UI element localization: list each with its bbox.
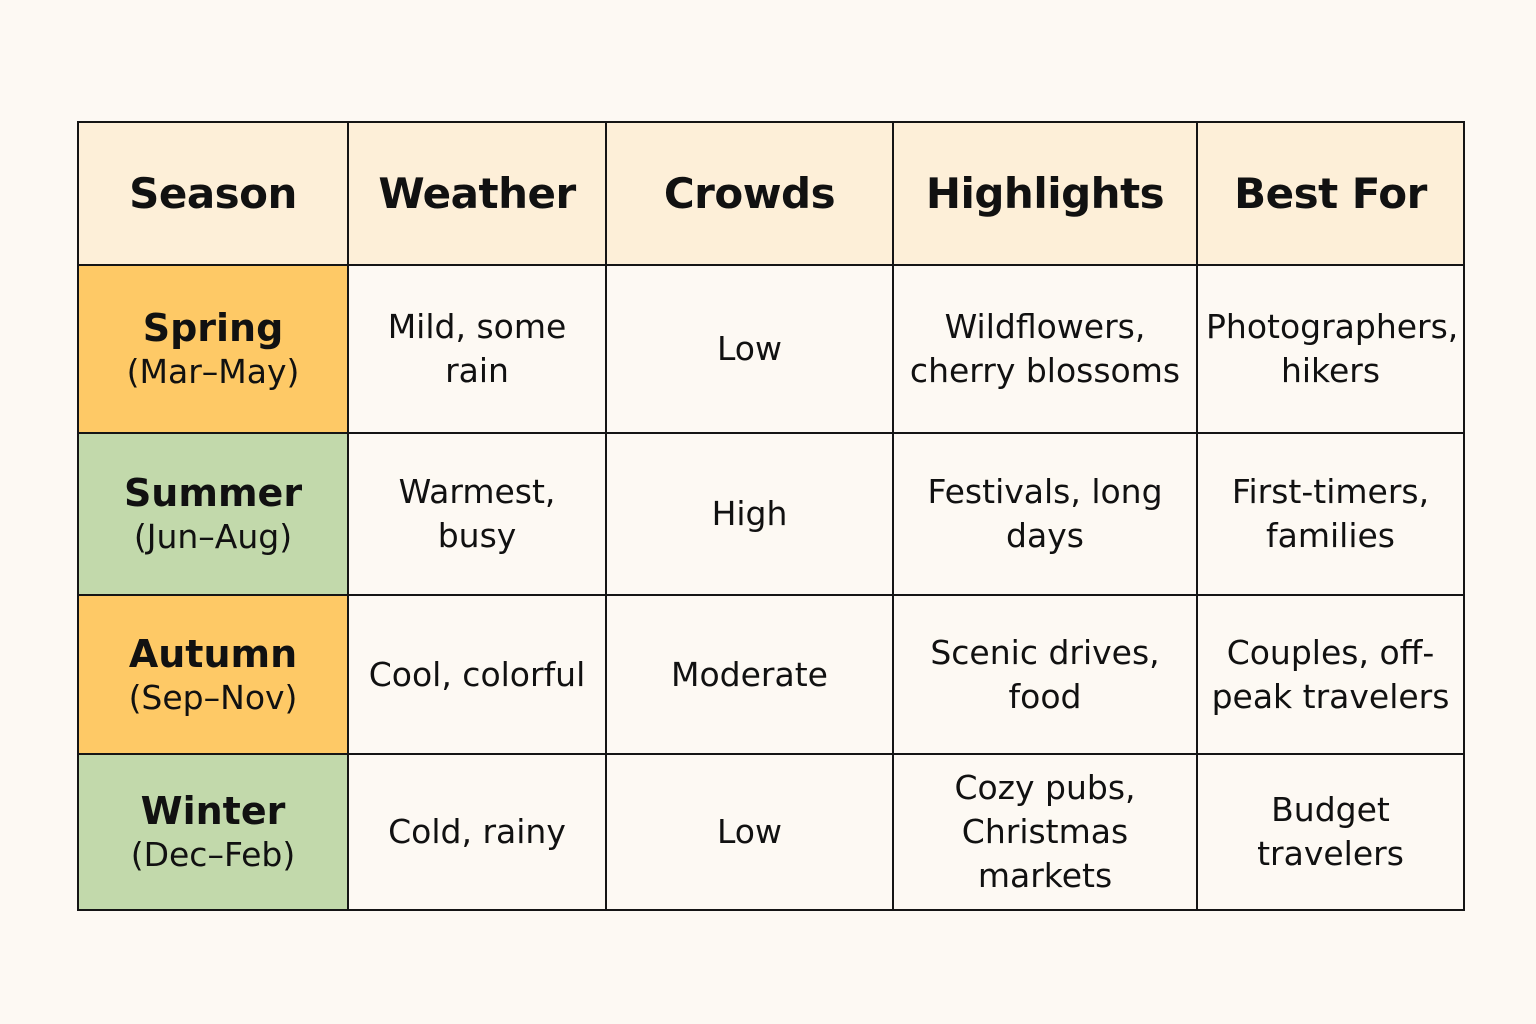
best-for-cell: First-timers, families (1196, 432, 1465, 596)
crowds-cell: High (605, 432, 894, 596)
table-row: Spring (Mar–May) Mild, some rain Low Wil… (77, 264, 1465, 434)
highlights-cell: Cozy pubs, Christmas markets (892, 753, 1198, 911)
table-row: Winter (Dec–Feb) Cold, rainy Low Cozy pu… (77, 753, 1465, 911)
header-best-for: Best For (1196, 121, 1465, 266)
crowds-cell: Low (605, 753, 894, 911)
season-months: (Dec–Feb) (130, 835, 296, 874)
crowds-cell: Low (605, 264, 894, 434)
best-for-cell: Couples, off-peak travelers (1196, 594, 1465, 755)
weather-cell: Cold, rainy (347, 753, 607, 911)
season-name: Winter (140, 789, 286, 833)
seasons-comparison-table: Season Weather Crowds Highlights Best Fo… (77, 121, 1465, 911)
table-row: Autumn (Sep–Nov) Cool, colorful Moderate… (77, 594, 1465, 755)
season-name: Autumn (128, 631, 298, 676)
season-name: Summer (123, 471, 303, 515)
highlights-cell: Festivals, long days (892, 432, 1198, 596)
best-for-cell: Photographers, hikers (1196, 264, 1465, 434)
season-cell: Spring (Mar–May) (77, 264, 349, 434)
crowds-cell: Moderate (605, 594, 894, 755)
season-months: (Jun–Aug) (133, 517, 293, 556)
header-crowds: Crowds (605, 121, 894, 266)
season-cell: Winter (Dec–Feb) (77, 753, 349, 911)
header-highlights: Highlights (892, 121, 1198, 266)
best-for-cell: Budget travelers (1196, 753, 1465, 911)
season-months: (Mar–May) (126, 352, 300, 391)
weather-cell: Mild, some rain (347, 264, 607, 434)
season-months: (Sep–Nov) (128, 677, 298, 717)
season-cell: Autumn (Sep–Nov) (77, 594, 349, 755)
highlights-cell: Wildflowers, cherry blossoms (892, 264, 1198, 434)
header-weather: Weather (347, 121, 607, 266)
table-row: Summer (Jun–Aug) Warmest, busy High Fest… (77, 432, 1465, 596)
season-cell: Summer (Jun–Aug) (77, 432, 349, 596)
weather-cell: Warmest, busy (347, 432, 607, 596)
header-row: Season Weather Crowds Highlights Best Fo… (77, 121, 1465, 266)
season-name: Spring (142, 306, 284, 350)
header-season: Season (77, 121, 349, 266)
weather-cell: Cool, colorful (347, 594, 607, 755)
highlights-cell: Scenic drives, food (892, 594, 1198, 755)
